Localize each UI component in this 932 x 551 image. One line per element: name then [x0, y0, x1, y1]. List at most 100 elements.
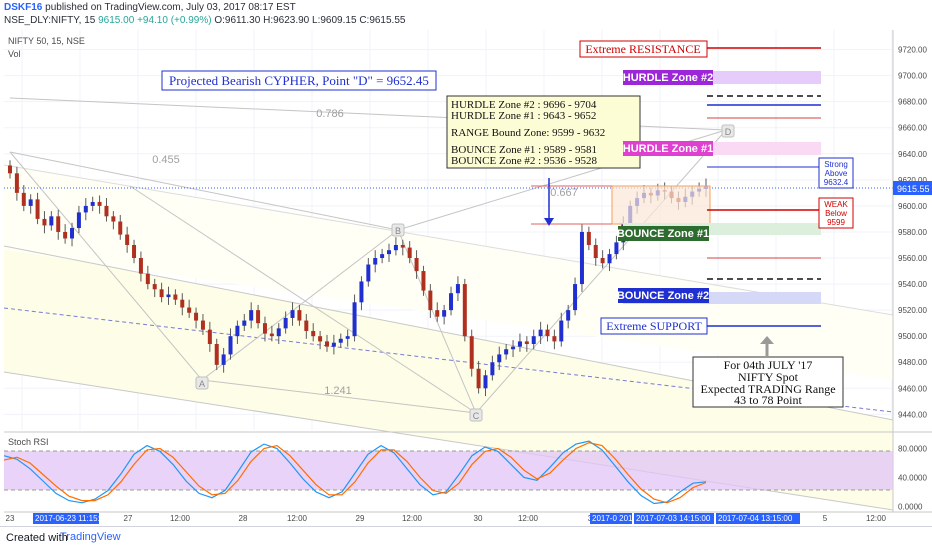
price-tick-label: 9660.00 [898, 124, 927, 133]
price-tick-label: 9720.00 [898, 46, 927, 55]
candle-body [607, 254, 612, 264]
candle-body [235, 325, 240, 337]
candle-body [21, 192, 26, 206]
candle-body [221, 354, 226, 365]
candle-body [104, 205, 109, 217]
low-value: L:9609.15 [312, 15, 357, 26]
candle-body [83, 205, 88, 213]
candle-body [387, 250, 392, 255]
time-axis[interactable]: 2312:002712:002812:002912:003012:0034512… [6, 513, 887, 524]
candle-body [324, 341, 329, 347]
legend-symbol[interactable]: NIFTY 50, 15, NSE [8, 36, 85, 46]
candle-body [180, 299, 185, 308]
candle-body [455, 284, 460, 294]
candle-body [600, 258, 605, 264]
hurdle-zone-1-tag [623, 141, 713, 156]
candle-body [49, 216, 54, 226]
price-tick-label: 9500.00 [898, 332, 927, 341]
candle-body [545, 329, 550, 337]
tradingview-logo[interactable]: TradingView [60, 531, 121, 543]
stoch-legend[interactable]: Stoch RSI [8, 437, 49, 447]
price-tick-label: 9560.00 [898, 254, 927, 263]
strong-above-box [818, 157, 854, 189]
candle-body [145, 273, 150, 285]
channel-upper-line [3, 164, 894, 316]
candle-body [76, 212, 81, 229]
candle-body [207, 329, 212, 345]
stoch-d-line [3, 442, 707, 504]
forecast-line-2: NIFTY Spot [738, 370, 799, 384]
channel-lower-fill [4, 246, 893, 510]
hurdle-zone-2-tag [623, 70, 713, 85]
price-tick-label: 9540.00 [898, 280, 927, 289]
candle-body [269, 333, 274, 337]
fib-label-0667: 0.667 [550, 187, 578, 199]
time-highlight-tag [33, 513, 99, 524]
price-tick-label: 9600.00 [898, 202, 927, 211]
time-highlight-label: 2017-07-04 13:15:00 [718, 514, 793, 523]
candle-body [559, 320, 564, 342]
time-tick-label: 12:00 [287, 514, 308, 523]
fib-label-0786: 0.786 [316, 108, 344, 120]
candle-body [331, 342, 336, 347]
forecast-box [692, 356, 844, 408]
weak-below-line-3: 9599 [827, 218, 845, 227]
weak-below-line-1: WEAK [824, 200, 848, 209]
candle-body [297, 310, 302, 321]
time-tick-label: 23 [6, 514, 15, 523]
projected-box [161, 70, 437, 91]
price-tick-label: 9640.00 [898, 150, 927, 159]
legend-volume[interactable]: Vol [8, 49, 21, 59]
candle-body [462, 284, 467, 337]
created-with-label: Created with [6, 532, 68, 544]
candle-body [517, 341, 522, 347]
candle-body [159, 289, 164, 298]
price-tick-label: 9580.00 [898, 228, 927, 237]
candle-body [90, 201, 95, 206]
down-arrow-head [544, 218, 554, 226]
candle-body [538, 329, 543, 337]
price-tick-label: 9440.00 [898, 410, 927, 419]
candle-body [8, 165, 12, 174]
candle-body [318, 336, 323, 342]
price-ticks: 9440.00 9460.00 9480.00 9500.00 9520.00 9540.… [898, 46, 927, 420]
candle-body [407, 247, 412, 259]
time-highlight-label: 2017-07-03 14:15:00 [636, 514, 711, 523]
open-value: O:9611.30 [214, 15, 261, 26]
candle-body [70, 228, 75, 239]
extreme-support-box [600, 317, 708, 335]
price-axis[interactable] [893, 30, 932, 430]
bounce-zone-2-tag [618, 288, 709, 303]
candle-body [28, 199, 33, 206]
candle-body [511, 346, 516, 350]
last-price-text: 9615.55 [897, 184, 930, 194]
candle-body [373, 258, 378, 265]
candle-body [276, 328, 281, 337]
time-highlight-tag [634, 513, 714, 524]
time-tick-label: 30 [474, 514, 483, 523]
candle-body [56, 216, 61, 232]
price-value: 9615.00 [98, 15, 135, 26]
bounce-zone-2-label: BOUNCE Zone #2 [617, 290, 709, 302]
bounce-zone-1-label: BOUNCE Zone #1 [617, 228, 709, 240]
candle-body [283, 317, 288, 329]
projected-text: Projected Bearish CYPHER, Point "D" = 96… [169, 73, 429, 88]
price-tick-label: 9480.00 [898, 358, 927, 367]
time-tick-label: 27 [124, 514, 133, 523]
candle-body [435, 310, 440, 317]
candle-body [138, 258, 143, 274]
candle-body [428, 290, 433, 311]
publisher-user[interactable]: DSKF16 [4, 2, 43, 13]
candle-body [504, 349, 509, 355]
bounce-zone-1-tag [618, 226, 709, 241]
point-d-label: D [725, 127, 732, 137]
candle-body [311, 330, 316, 337]
candle-body [442, 310, 447, 317]
range-bound-box[interactable] [611, 185, 711, 225]
candle-body [194, 312, 199, 321]
publisher-line: DSKF16 published on TradingView.com, Jul… [4, 2, 296, 13]
time-tick-label: 5 [823, 514, 828, 523]
time-highlight-tag [590, 513, 632, 524]
candle-body [97, 201, 102, 206]
